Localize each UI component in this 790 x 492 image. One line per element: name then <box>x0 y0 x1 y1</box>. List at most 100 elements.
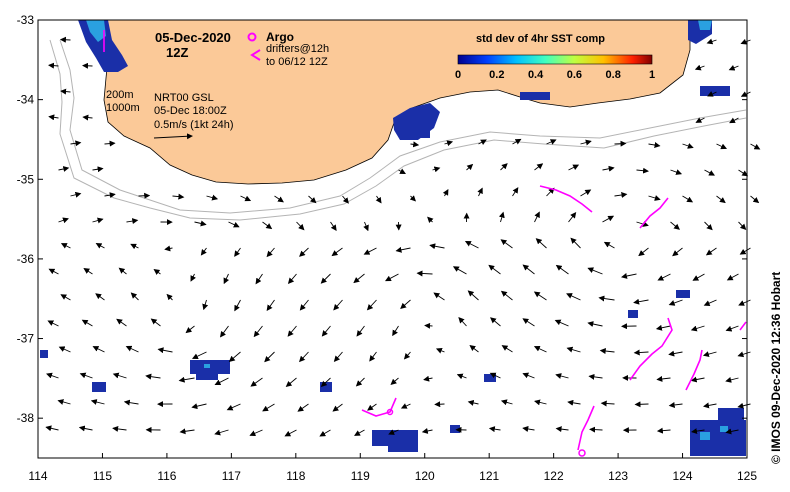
current-vector <box>266 247 275 258</box>
current-vector <box>321 325 331 337</box>
current-vector <box>690 325 705 332</box>
current-vector <box>522 426 535 432</box>
current-vector <box>299 299 309 311</box>
current-vector <box>90 399 105 405</box>
current-vector <box>150 318 161 327</box>
current-vector <box>228 351 241 362</box>
current-vector <box>83 268 93 275</box>
current-vector <box>434 401 445 408</box>
current-vector <box>729 117 739 124</box>
current-vector <box>636 221 649 227</box>
current-vector <box>614 192 628 198</box>
current-vector <box>588 373 603 380</box>
current-vector <box>403 351 411 360</box>
current-vector <box>668 299 683 306</box>
current-vector <box>456 373 467 380</box>
current-vector <box>500 163 508 171</box>
sst-patches-light <box>204 364 728 440</box>
current-vector <box>634 401 649 408</box>
current-vector <box>587 267 603 275</box>
current-vector <box>725 325 739 332</box>
current-vector <box>682 143 694 149</box>
current-vector <box>145 373 161 380</box>
current-vector <box>191 351 207 359</box>
model-line2: 05-Dec 18:00Z <box>154 105 227 117</box>
current-vector <box>512 187 519 197</box>
y-tick-label: -34 <box>17 93 35 107</box>
current-vector <box>512 138 522 145</box>
current-vector <box>725 428 739 435</box>
current-vector <box>332 403 343 412</box>
current-vector <box>555 264 569 275</box>
credit-label: © IMOS 09-Dec-2020 12:36 Hobart <box>769 272 783 464</box>
model-line1: NRT00 GSL <box>154 92 214 104</box>
current-vector <box>533 291 547 301</box>
current-vector <box>668 402 683 408</box>
drifter-legend-icon <box>250 49 261 61</box>
current-vector <box>603 241 615 249</box>
current-vector <box>458 317 467 327</box>
current-vector <box>308 195 317 204</box>
x-tick-label: 124 <box>673 469 693 483</box>
current-vector <box>92 166 104 173</box>
x-tick-label: 119 <box>351 469 370 483</box>
current-vector <box>388 429 399 435</box>
current-vector <box>130 292 139 301</box>
current-vector <box>695 117 705 123</box>
current-vector <box>60 88 71 95</box>
current-vector <box>299 247 309 257</box>
current-vector <box>320 273 331 284</box>
x-tick-label: 125 <box>737 469 757 483</box>
current-vector <box>240 195 252 202</box>
current-vector <box>398 168 406 174</box>
current-vector <box>602 165 615 172</box>
current-vector <box>47 320 59 327</box>
current-vector <box>568 164 580 171</box>
current-vector <box>285 377 297 388</box>
current-vector <box>466 163 474 171</box>
current-vector <box>234 299 241 312</box>
current-vector <box>500 399 513 406</box>
x-axis: 114 115 116 117 118 119 120 121 122 123 124 125 <box>28 453 757 483</box>
current-vector <box>70 191 82 198</box>
current-vector <box>179 428 195 435</box>
current-vector <box>287 273 297 285</box>
current-vector <box>464 241 479 249</box>
current-vector <box>566 346 581 353</box>
current-vector <box>369 351 377 362</box>
current-vector <box>691 428 705 435</box>
current-vector <box>95 243 105 249</box>
current-vector <box>284 429 297 437</box>
current-vector <box>740 38 751 45</box>
current-vector <box>488 426 501 433</box>
current-vector <box>587 321 603 327</box>
x-tick-label: 114 <box>28 469 47 483</box>
current-vector <box>738 299 751 306</box>
current-vector <box>534 211 540 223</box>
current-vector <box>555 373 569 379</box>
current-vector <box>452 266 467 275</box>
current-vector <box>409 195 417 202</box>
current-vector <box>214 377 229 386</box>
x-tick-label: 122 <box>544 469 564 483</box>
argo-legend-icon <box>247 32 257 42</box>
current-vector <box>554 319 569 327</box>
current-vector <box>435 348 445 354</box>
current-vector <box>600 400 615 407</box>
current-vector <box>58 166 70 172</box>
current-vector <box>78 425 93 432</box>
current-vector <box>568 212 577 223</box>
current-vector <box>330 221 337 232</box>
current-vector <box>738 169 749 177</box>
current-vector <box>750 195 760 204</box>
current-vector <box>410 141 420 148</box>
current-vector <box>427 216 434 223</box>
current-vector <box>79 372 93 379</box>
current-vector <box>333 351 343 362</box>
y-tick-label: -36 <box>17 252 35 266</box>
current-vector <box>104 192 116 199</box>
current-vector <box>250 377 263 387</box>
current-vector <box>92 217 104 224</box>
current-vector <box>153 269 161 275</box>
current-vector <box>287 325 297 337</box>
